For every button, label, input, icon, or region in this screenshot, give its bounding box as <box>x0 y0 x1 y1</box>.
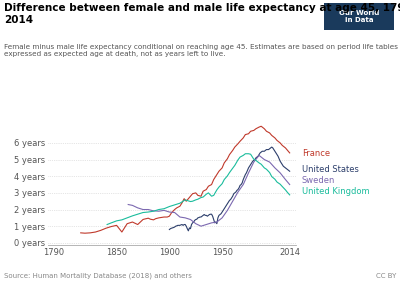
Text: Sweden: Sweden <box>302 176 335 185</box>
Text: CC BY: CC BY <box>376 273 396 279</box>
Text: United States: United States <box>302 165 359 174</box>
Text: Source: Human Mortality Database (2018) and others: Source: Human Mortality Database (2018) … <box>4 273 192 279</box>
Text: Difference between female and male life expectancy at age 45, 1790 to
2014: Difference between female and male life … <box>4 3 400 25</box>
Text: France: France <box>302 149 330 158</box>
Text: Female minus male life expectancy conditional on reaching age 45. Estimates are : Female minus male life expectancy condit… <box>4 44 400 57</box>
Text: Our World
in Data: Our World in Data <box>339 10 379 23</box>
Text: United Kingdom: United Kingdom <box>302 187 370 196</box>
